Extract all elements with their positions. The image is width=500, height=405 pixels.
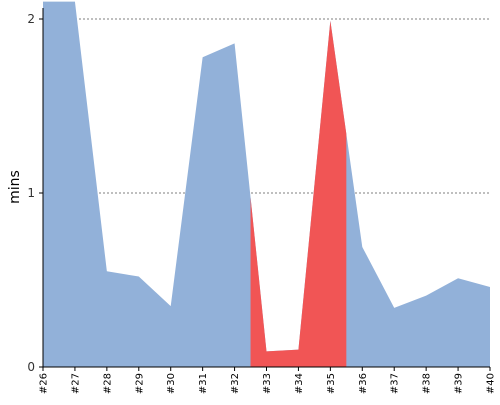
y-tick-labels: 0 1 2	[27, 12, 43, 374]
grid-lines	[43, 18, 490, 194]
x-tick-label-30: #30	[166, 373, 177, 394]
y-tick-label-2: 2	[27, 12, 35, 26]
area-failed	[250, 20, 347, 368]
x-tick-label-33: #33	[262, 373, 273, 394]
y-tick-label-0: 0	[27, 360, 35, 374]
x-tick-label-40: #40	[486, 373, 497, 394]
x-tick-label-34: #34	[294, 373, 305, 394]
x-tick-label-32: #32	[230, 373, 241, 394]
y-tick-label-1: 1	[27, 186, 35, 200]
x-tick-label-26: #26	[39, 373, 50, 394]
x-tick-label-37: #37	[390, 373, 401, 394]
x-tick-label-31: #31	[198, 373, 209, 394]
x-tick-label-27: #27	[70, 373, 81, 394]
x-tick-label-35: #35	[326, 373, 337, 394]
x-tick-label-28: #28	[102, 373, 113, 394]
x-tick-label-36: #36	[358, 373, 369, 394]
y-axis-label: mins	[7, 170, 23, 204]
area-base	[43, 1, 490, 367]
area-series	[43, 1, 490, 368]
x-tick-labels: #26 #27 #28 #29 #30 #31 #32 #33 #34 #35 #36 #37 #38 #…	[39, 367, 497, 394]
x-tick-label-39: #39	[454, 373, 465, 394]
x-tick-label-38: #38	[422, 373, 433, 394]
x-tick-label-29: #29	[134, 373, 145, 394]
